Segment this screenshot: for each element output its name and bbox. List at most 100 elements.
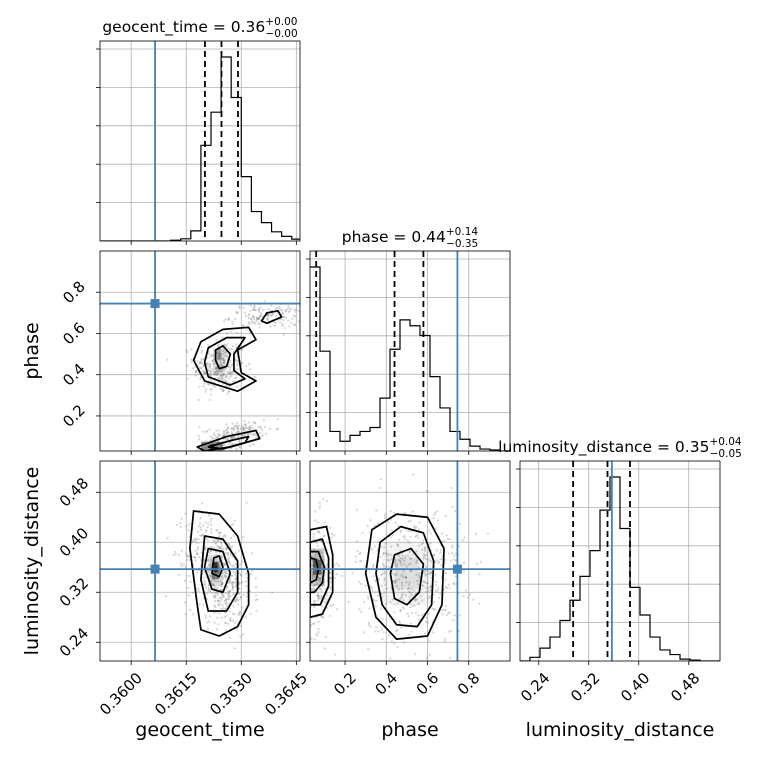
sample-point — [212, 363, 215, 366]
sample-point — [245, 328, 248, 331]
sample-point — [399, 574, 402, 577]
sample-point — [218, 354, 221, 357]
sample-point — [219, 546, 222, 549]
sample-point — [215, 553, 218, 557]
sample-point — [304, 558, 306, 560]
sample-point — [249, 304, 253, 307]
axes-frame — [99, 250, 301, 452]
sample-point — [310, 637, 313, 640]
sample-point — [253, 321, 256, 324]
sample-point — [236, 426, 239, 429]
contour-line — [310, 550, 326, 594]
sample-point — [318, 597, 321, 600]
sample-point — [203, 382, 206, 385]
sample-point — [427, 639, 430, 642]
sample-point — [222, 368, 225, 371]
sample-point — [217, 603, 220, 606]
sample-point — [208, 372, 211, 375]
sample-point — [394, 561, 397, 564]
sample-point — [329, 604, 332, 607]
sample-point — [183, 579, 186, 582]
sample-point — [199, 526, 202, 529]
sample-point — [238, 446, 242, 449]
sample-point — [222, 595, 226, 598]
sample-point — [380, 592, 384, 596]
sample-point — [203, 579, 206, 582]
sample-point — [250, 318, 253, 321]
sample-point — [225, 598, 228, 601]
sample-point — [400, 593, 403, 596]
sample-point — [220, 547, 223, 550]
sample-point — [448, 586, 451, 590]
sample-point — [243, 423, 247, 426]
sample-point — [287, 310, 290, 313]
sample-point — [255, 609, 258, 613]
sample-point — [223, 434, 226, 437]
sample-point — [394, 521, 397, 524]
sample-point — [231, 588, 234, 591]
sample-point — [415, 561, 418, 564]
sample-point — [204, 372, 207, 375]
sample-point — [212, 437, 215, 440]
sample-point — [381, 617, 384, 620]
sample-point — [236, 312, 239, 315]
sample-point — [375, 626, 378, 629]
sample-point — [393, 580, 396, 584]
sample-point — [317, 595, 320, 598]
sample-point — [241, 429, 245, 433]
sample-point — [237, 434, 240, 438]
sample-point — [233, 621, 236, 624]
sample-point — [434, 589, 437, 592]
sample-point — [195, 370, 198, 373]
sample-point — [393, 642, 396, 645]
sample-point — [237, 430, 241, 434]
sample-point — [372, 575, 375, 578]
sample-point — [245, 426, 248, 429]
sample-point — [204, 586, 208, 589]
sample-point — [197, 434, 200, 438]
sample-point — [434, 561, 437, 564]
sample-point — [235, 421, 238, 424]
sample-point — [232, 605, 235, 608]
sample-point — [228, 371, 231, 374]
sample-point — [223, 573, 226, 576]
sample-point — [240, 433, 243, 437]
sample-point — [395, 578, 398, 581]
sample-point — [408, 595, 411, 598]
sample-point — [405, 581, 408, 584]
sample-point — [441, 540, 444, 543]
sample-point — [425, 553, 429, 556]
sample-point — [317, 627, 320, 631]
sample-point — [219, 354, 222, 357]
sample-point — [427, 569, 430, 572]
sample-point — [395, 584, 398, 588]
sample-point — [211, 359, 214, 363]
sample-point — [220, 542, 223, 545]
sample-point — [379, 477, 382, 481]
sample-point — [369, 625, 372, 628]
sample-point — [228, 590, 231, 593]
sample-point — [206, 558, 210, 561]
contour-line — [203, 547, 232, 594]
sample-point — [226, 593, 229, 596]
sample-point — [233, 454, 235, 456]
sample-point — [313, 602, 316, 605]
sample-point — [451, 505, 454, 508]
sample-point — [219, 360, 222, 363]
sample-point — [259, 313, 263, 316]
sample-point — [285, 308, 289, 311]
sample-point — [225, 572, 228, 575]
sample-point — [239, 597, 242, 600]
sample-point — [425, 565, 428, 568]
sample-point — [186, 377, 189, 380]
sample-point — [236, 427, 239, 431]
sample-point — [234, 431, 237, 434]
sample-point — [312, 548, 315, 552]
sample-point — [231, 582, 234, 585]
sample-point — [245, 615, 248, 618]
sample-point — [252, 307, 255, 310]
sample-point — [192, 555, 195, 559]
sample-point — [208, 378, 211, 381]
sample-point — [213, 591, 216, 594]
